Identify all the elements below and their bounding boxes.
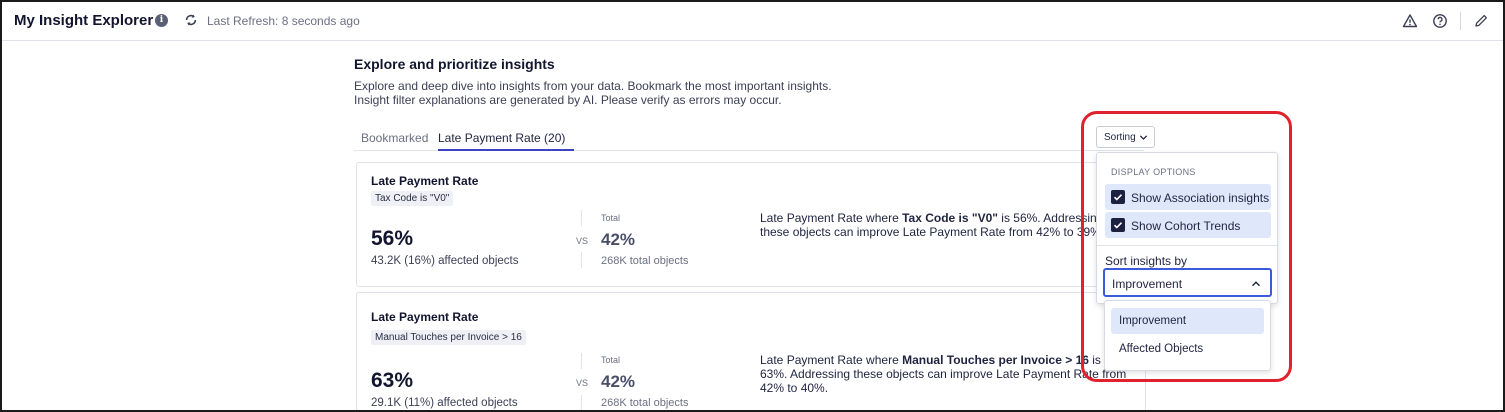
sorting-button-label: Sorting xyxy=(1104,132,1136,143)
checkmark-icon xyxy=(1113,194,1123,201)
chevron-up-icon xyxy=(1252,281,1260,287)
card-metric-name: Late Payment Rate xyxy=(371,310,479,324)
display-options-heading: DISPLAY OPTIONS xyxy=(1111,167,1196,177)
card-metric-name: Late Payment Rate xyxy=(371,174,479,188)
page-title: Explore and prioritize insights xyxy=(354,56,555,72)
affected-objects: 29.1K (11%) affected objects xyxy=(371,397,518,409)
sort-by-label: Sort insights by xyxy=(1105,254,1188,268)
insight-explanation: Late Payment Rate where Manual Touches p… xyxy=(760,353,1127,395)
total-label: Total xyxy=(601,355,621,365)
tab-bookmarked[interactable]: Bookmarked xyxy=(361,131,429,145)
insight-value: 63% xyxy=(371,369,414,392)
divider xyxy=(581,210,582,226)
total-objects: 268K total objects xyxy=(601,255,689,267)
total-value: 42% xyxy=(601,230,636,249)
page-description: Explore and deep dive into insights from… xyxy=(354,79,832,93)
menu-item-improvement[interactable]: Improvement xyxy=(1111,308,1264,334)
option-label: Show Cohort Trends xyxy=(1131,219,1241,233)
insight-card[interactable]: Late Payment Rate Manual Touches per Inv… xyxy=(356,292,1146,410)
last-refresh-text: Last Refresh: 8 seconds ago xyxy=(207,14,360,28)
show-cohort-trends-option[interactable]: Show Cohort Trends xyxy=(1105,212,1271,238)
option-label: Show Association insights xyxy=(1131,191,1270,205)
help-icon[interactable] xyxy=(1432,13,1448,29)
refresh-icon[interactable] xyxy=(184,13,198,27)
toolbar-divider xyxy=(1460,12,1461,30)
insight-tabs: Bookmarked Late Payment Rate (20) xyxy=(354,125,1144,151)
sorting-button[interactable]: Sorting xyxy=(1096,126,1155,148)
panel-divider xyxy=(1097,245,1277,246)
total-objects: 268K total objects xyxy=(601,397,689,409)
insight-value: 56% xyxy=(371,227,414,250)
insight-card[interactable]: Late Payment Rate Tax Code is "V0" 56% 4… xyxy=(356,162,1146,287)
divider xyxy=(581,252,582,268)
menu-item-affected-objects[interactable]: Affected Objects xyxy=(1119,343,1204,355)
affected-objects: 43.2K (16%) affected objects xyxy=(371,255,519,267)
warning-icon[interactable] xyxy=(1402,13,1418,29)
filter-chip: Manual Touches per Invoice > 16 xyxy=(371,330,526,345)
divider xyxy=(581,395,582,410)
vs-label: VS xyxy=(576,236,589,246)
checkbox-checked[interactable] xyxy=(1111,218,1125,232)
total-value: 42% xyxy=(601,372,636,391)
chevron-down-icon xyxy=(1139,135,1148,140)
sort-by-menu: Improvement Affected Objects xyxy=(1104,300,1271,371)
ai-disclaimer: Insight filter explanations are generate… xyxy=(354,93,782,107)
sorting-panel: DISPLAY OPTIONS Show Association insight… xyxy=(1096,152,1278,304)
top-bar: My Insight Explorer i Last Refresh: 8 se… xyxy=(2,2,1503,41)
vs-label: VS xyxy=(576,378,589,388)
pencil-icon[interactable] xyxy=(1473,13,1489,29)
sort-by-select[interactable]: Improvement xyxy=(1103,268,1272,297)
app-title: My Insight Explorer xyxy=(14,12,154,29)
insight-explanation: Late Payment Rate where Tax Code is "V0"… xyxy=(760,211,1105,239)
filter-chip: Tax Code is "V0" xyxy=(371,191,454,206)
divider xyxy=(581,353,582,369)
show-association-insights-option[interactable]: Show Association insights xyxy=(1105,184,1271,210)
total-label: Total xyxy=(601,213,621,223)
sort-by-selected-value: Improvement xyxy=(1112,277,1183,291)
tab-late-payment-rate[interactable]: Late Payment Rate (20) xyxy=(438,131,574,151)
info-icon[interactable]: i xyxy=(155,14,168,27)
checkmark-icon xyxy=(1113,222,1123,229)
checkbox-checked[interactable] xyxy=(1111,190,1125,204)
